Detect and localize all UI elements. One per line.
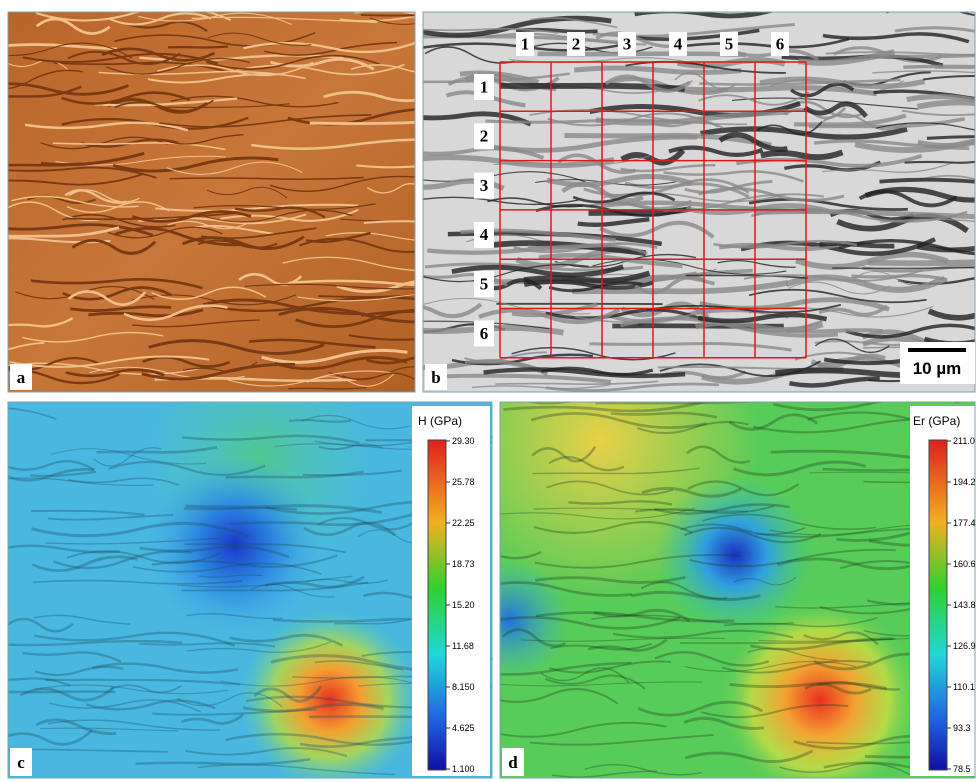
texture xyxy=(168,47,228,48)
figure: 10 µm H (GPa) Er (GPa) 1 2 3 4 5 6 1 2 3 4 5 6 a b c d 2… xyxy=(0,0,979,782)
texture xyxy=(903,66,979,68)
colorbar-label: 8.150 xyxy=(452,682,475,692)
colorbar-label: 22.25 xyxy=(452,518,475,528)
label: c xyxy=(17,753,25,772)
colorbar-label: 160.6 xyxy=(953,559,976,569)
panel-c xyxy=(0,402,577,778)
colorbar-label: 143.8 xyxy=(953,600,976,610)
colorbar-label: 18.73 xyxy=(452,559,475,569)
colorbar-label: 126.9 xyxy=(953,641,976,651)
colorbar-label: 177.4 xyxy=(953,518,976,528)
colorbar-label: 194.2 xyxy=(953,477,976,487)
colorbar-label: 11.68 xyxy=(452,641,474,651)
label: 2 xyxy=(480,127,489,146)
label: 3 xyxy=(623,34,632,53)
label: 6 xyxy=(480,324,489,343)
label: 4 xyxy=(674,34,683,53)
label: 5 xyxy=(480,274,489,293)
colorbar-title: H (GPa) xyxy=(418,414,462,428)
label: 5 xyxy=(725,34,734,53)
panel-b xyxy=(383,7,979,392)
scale-label: 10 µm xyxy=(913,359,962,378)
label: d xyxy=(508,753,518,772)
texture xyxy=(786,330,883,331)
label: 1 xyxy=(521,34,530,53)
label: 6 xyxy=(776,34,785,53)
colorbar-label: 25.78 xyxy=(452,477,475,487)
colorbar-label: 29.30 xyxy=(452,436,475,446)
colorbar-label: 93.3 xyxy=(953,723,971,733)
label: 1 xyxy=(480,77,489,96)
label: a xyxy=(17,368,26,387)
label: b xyxy=(431,368,440,387)
colorbar-label: 4.625 xyxy=(452,723,475,733)
colorbar-label: 1.100 xyxy=(452,764,475,774)
colorbar-label: 110.1 xyxy=(953,682,975,692)
colorbar-label: 211.0 xyxy=(953,436,975,446)
panel-d xyxy=(471,398,979,778)
label: 2 xyxy=(572,34,581,53)
colorbar-label: 15.20 xyxy=(452,600,475,610)
colorbar-label: 78.5 xyxy=(953,764,971,774)
colorbar-title: Er (GPa) xyxy=(913,414,960,428)
label: 4 xyxy=(480,225,489,244)
label: 3 xyxy=(480,176,489,195)
